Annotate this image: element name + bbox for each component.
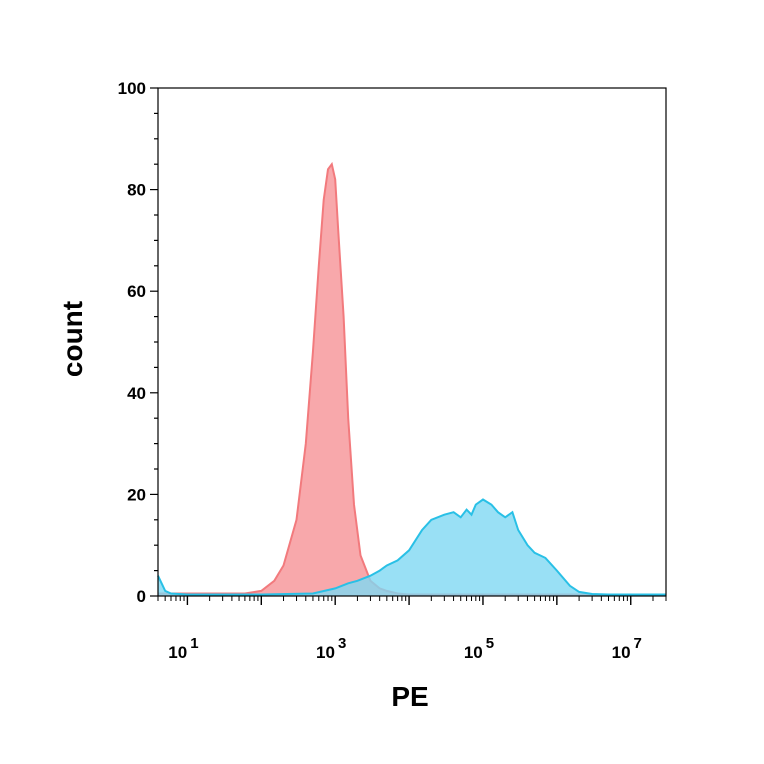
x-tick-label: 10 3: [316, 635, 346, 662]
x-tick-label: 10 5: [464, 635, 494, 662]
y-tick-label: 80: [127, 181, 146, 200]
series-1-line: [157, 498, 666, 596]
y-tick-label: 0: [137, 587, 146, 606]
y-axis-title: count: [57, 301, 88, 377]
y-tick-label: 40: [127, 384, 146, 403]
x-axis-title: PE: [391, 681, 428, 712]
series-0-area: [158, 164, 666, 596]
x-tick-label: 10 7: [612, 635, 642, 662]
series-1-area: [158, 499, 666, 596]
y-tick-label: 100: [118, 79, 146, 98]
y-tick-label: 60: [127, 282, 146, 301]
x-tick-label: 10 1: [168, 635, 198, 662]
series-0-line: [158, 161, 666, 596]
series-layer: [157, 161, 666, 596]
plot-frame: [157, 87, 667, 597]
x-axis: 10 1 10 3 10 5 10 7: [157, 596, 667, 662]
y-tick-label: 20: [127, 485, 146, 504]
y-axis: 0 20 40 60 80 100: [118, 79, 158, 606]
